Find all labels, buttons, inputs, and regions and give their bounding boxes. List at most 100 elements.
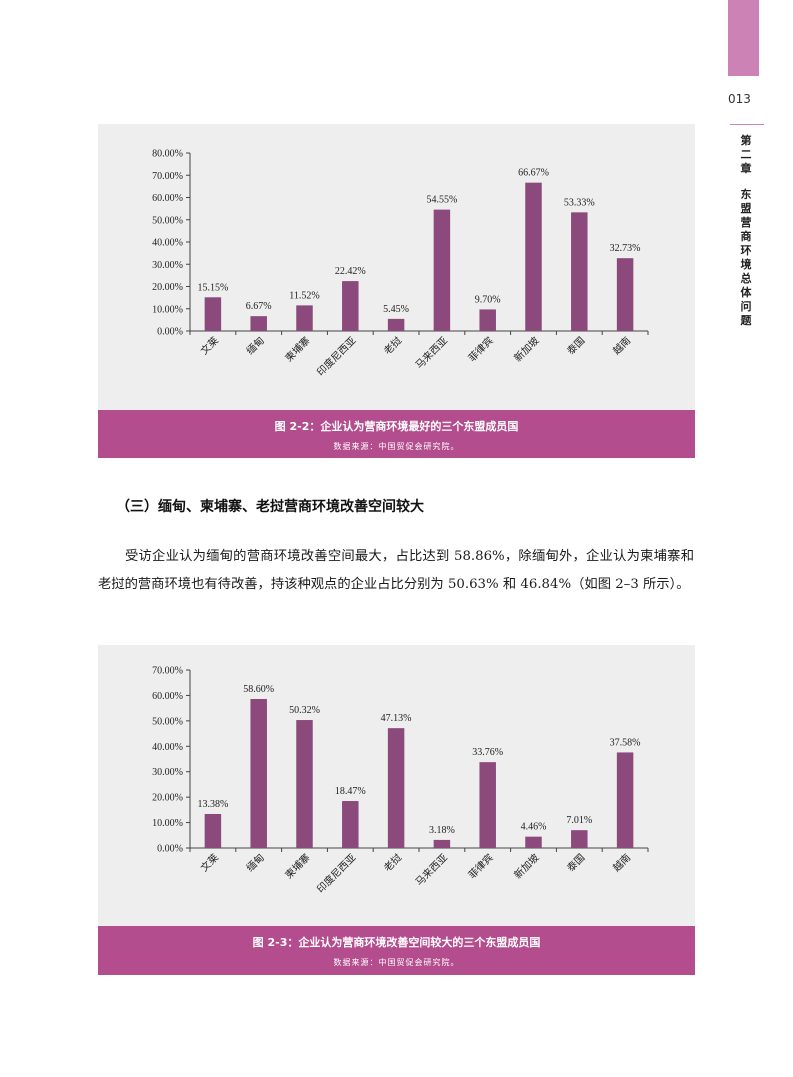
page-number: 013	[728, 92, 751, 106]
y-tick-label: 30.00%	[152, 767, 183, 778]
bar	[433, 209, 451, 331]
body-paragraph: 受访企业认为缅甸的营商环境改善空间最大，占比达到 58.86%，除缅甸外，企业认…	[98, 549, 694, 592]
data-label: 15.15%	[197, 282, 228, 293]
data-label: 3.18%	[429, 825, 455, 836]
chapter-title-char: 营	[740, 216, 752, 229]
y-tick-label: 0.00%	[157, 327, 183, 338]
y-tick-label: 20.00%	[152, 282, 183, 293]
y-tick-label: 50.00%	[152, 716, 183, 727]
category-label: 越南	[610, 334, 633, 357]
bar	[387, 318, 405, 331]
y-tick-label: 60.00%	[152, 691, 183, 702]
category-label: 马来西亚	[413, 335, 450, 372]
chapter-tab	[728, 0, 759, 76]
category-label: 印度尼西亚	[314, 851, 359, 896]
chapter-label-char: 章	[740, 162, 752, 175]
figure-2-2-caption: 图 2-2：企业认为营商环境最好的三个东盟成员国	[274, 420, 519, 433]
chart-improvement-space: 0.00% 10.00% 20.00% 30.00% 40.00% 50.00% 60.00…	[152, 666, 649, 896]
category-label: 缅甸	[243, 851, 266, 874]
chapter-title: 东盟营商环境总体问题	[737, 188, 755, 328]
category-label: 泰国	[564, 851, 587, 874]
category-label: 菲律宾	[465, 851, 495, 881]
chapter-label-vertical: 第二章 东盟营商环境总体问题	[737, 134, 755, 328]
bar	[525, 182, 542, 331]
chapter-title-char: 东	[740, 188, 752, 201]
figure-2-2: 0.00% 10.00% 20.00% 30.00% 40.00% 50.00% 60.00…	[98, 124, 695, 458]
category-label: 文莱	[198, 334, 221, 357]
category-label: 老挝	[381, 334, 404, 357]
category-label: 柬埔寨	[282, 334, 312, 364]
y-tick-label: 30.00%	[152, 260, 183, 271]
chapter-title-char: 盟	[740, 202, 752, 215]
bar	[616, 752, 634, 848]
category-label: 越南	[610, 851, 633, 874]
bar	[525, 836, 542, 848]
bar	[204, 813, 222, 848]
bar	[342, 281, 359, 331]
figure-2-3-caption-bar: 图 2-3：企业认为营商环境改善空间较大的三个东盟成员国 数据来源：中国贸促会研…	[98, 926, 695, 975]
chapter-title-char: 问	[740, 300, 752, 313]
chapter-title-char: 环	[740, 244, 752, 257]
category-label: 老挝	[381, 851, 404, 874]
figure-2-3-source: 数据来源：中国贸促会研究院。	[333, 958, 460, 967]
bar	[571, 830, 588, 848]
chart-best-environment: 0.00% 10.00% 20.00% 30.00% 40.00% 50.00% 60.00…	[152, 149, 649, 379]
figure-2-3-caption: 图 2-3：企业认为营商环境改善空间较大的三个东盟成员国	[252, 936, 541, 949]
data-label: 53.33%	[564, 197, 595, 208]
data-label: 13.38%	[197, 799, 228, 810]
figure-2-2-source: 数据来源：中国贸促会研究院。	[333, 442, 460, 451]
y-tick-label: 80.00%	[152, 149, 183, 160]
bar	[296, 720, 313, 848]
chapter-divider	[730, 124, 764, 125]
data-label: 33.76%	[472, 747, 503, 758]
bar	[342, 801, 359, 848]
category-label: 泰国	[564, 334, 587, 357]
data-label: 18.47%	[335, 786, 366, 797]
bar	[296, 305, 313, 331]
category-label: 缅甸	[243, 334, 266, 357]
bar	[479, 762, 496, 848]
data-label: 6.67%	[246, 301, 272, 312]
bar	[433, 839, 451, 848]
bar	[571, 212, 588, 331]
chapter-label: 第二章	[737, 134, 755, 176]
figure-2-2-caption-bar: 图 2-2：企业认为营商环境最好的三个东盟成员国 数据来源：中国贸促会研究院。	[98, 410, 695, 458]
chapter-title-char: 题	[740, 314, 752, 327]
y-tick-label: 10.00%	[152, 304, 183, 315]
y-tick-label: 70.00%	[152, 666, 183, 677]
y-tick-label: 10.00%	[152, 818, 183, 829]
section-heading: （三）缅甸、柬埔寨、老挝营商环境改善空间较大	[116, 499, 424, 515]
bar	[250, 316, 267, 331]
y-tick-label: 0.00%	[157, 844, 183, 855]
data-label: 22.42%	[335, 266, 366, 277]
figure-2-3: 0.00% 10.00% 20.00% 30.00% 40.00% 50.00% 60.00…	[98, 645, 695, 975]
chapter-title-char: 境	[740, 258, 752, 271]
chapter-title-char: 商	[740, 230, 752, 243]
category-label: 马来西亚	[413, 852, 450, 889]
category-label: 菲律宾	[465, 334, 495, 364]
data-label: 9.70%	[475, 294, 501, 305]
y-tick-label: 40.00%	[152, 238, 183, 249]
y-tick-label: 60.00%	[152, 193, 183, 204]
data-label: 37.58%	[610, 737, 641, 748]
data-label: 54.55%	[426, 195, 457, 206]
data-label: 66.67%	[518, 168, 549, 179]
data-label: 50.32%	[289, 705, 320, 716]
data-label: 4.46%	[521, 822, 547, 833]
y-tick-label: 40.00%	[152, 742, 183, 753]
y-tick-label: 50.00%	[152, 215, 183, 226]
category-label: 文莱	[198, 851, 221, 874]
chapter-label-char: 二	[740, 148, 752, 161]
bar	[479, 309, 496, 331]
chapter-label-char: 第	[740, 134, 752, 147]
category-label: 柬埔寨	[282, 851, 312, 881]
data-label: 32.73%	[610, 243, 641, 254]
data-label: 58.60%	[243, 684, 274, 695]
category-label: 新加坡	[511, 334, 541, 364]
category-label: 新加坡	[511, 851, 541, 881]
category-label: 印度尼西亚	[314, 334, 359, 379]
data-label: 11.52%	[289, 290, 319, 301]
chapter-title-char: 体	[740, 286, 752, 299]
bar	[250, 698, 267, 848]
data-label: 5.45%	[383, 304, 409, 315]
